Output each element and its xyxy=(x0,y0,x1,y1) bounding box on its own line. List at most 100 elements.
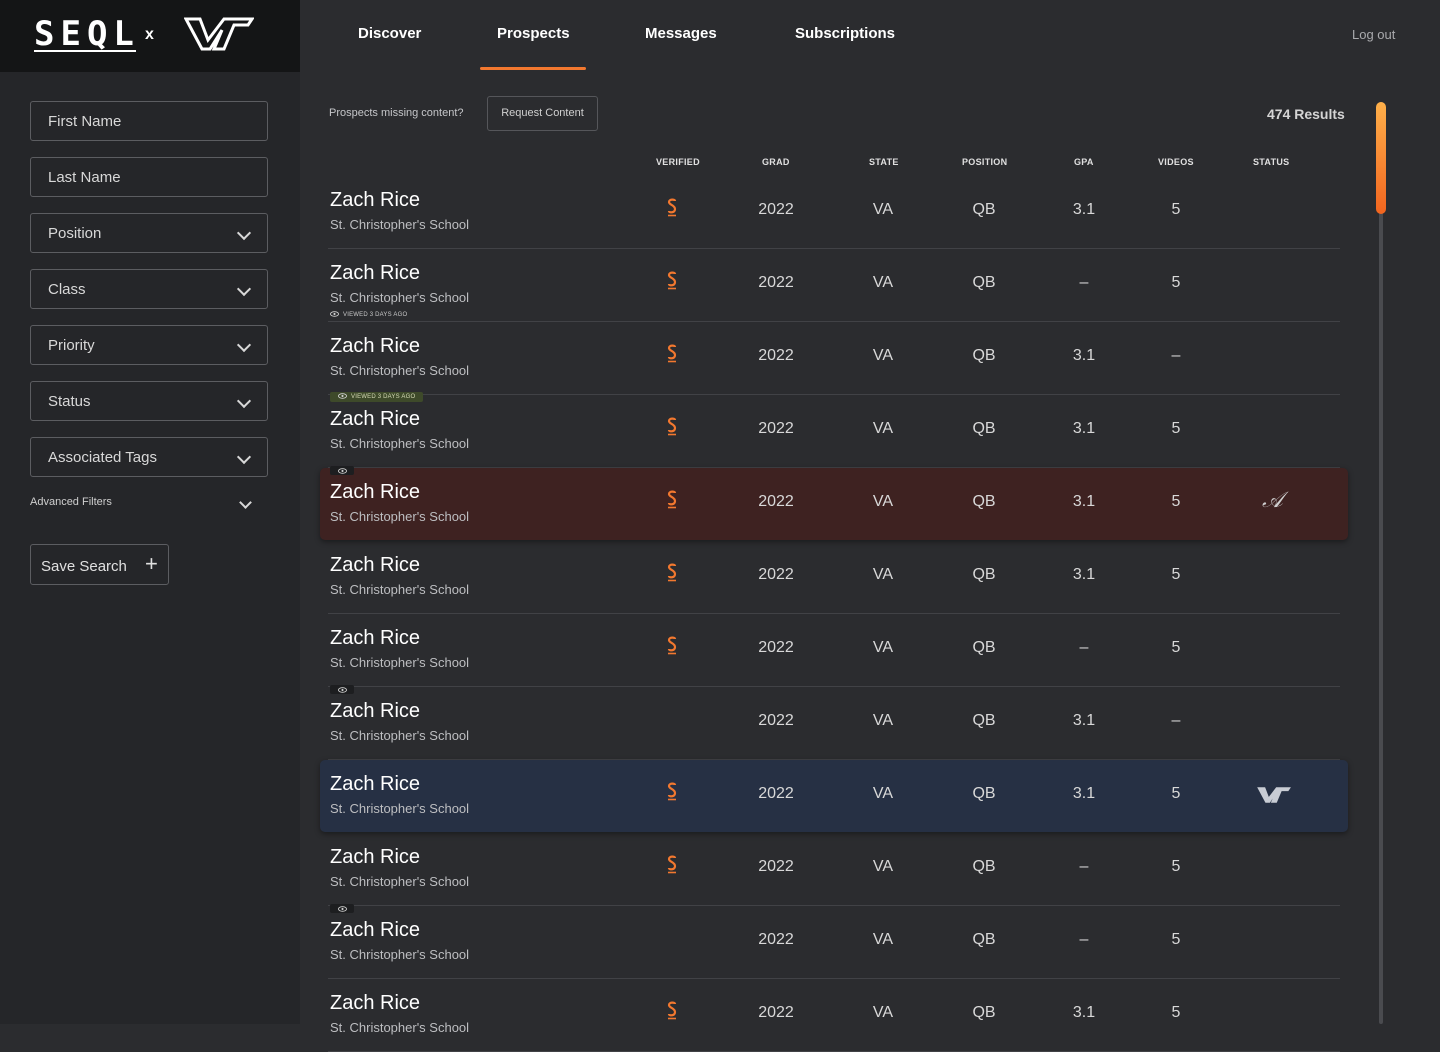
col-header-status[interactable]: STATUS xyxy=(1253,157,1290,167)
priority-dropdown[interactable]: Priority xyxy=(30,325,268,365)
state-cell: VA xyxy=(872,201,894,218)
table-row[interactable]: Zach Rice St. Christopher's School 2022 VA Q… xyxy=(320,833,1348,906)
prospect-name[interactable]: Zach Rice xyxy=(330,992,421,1014)
table-row[interactable]: VIEWED 3 DAYS AGO Zach Rice St. Christophe… xyxy=(320,392,1348,468)
table-row[interactable]: Zach Rice St. Christopher's School 2022 VA Q… xyxy=(320,760,1348,832)
tab-prospects[interactable]: Prospects xyxy=(497,25,570,42)
logout-link[interactable]: Log out xyxy=(1352,27,1396,42)
associated-tags-dropdown[interactable]: Associated Tags xyxy=(30,437,268,477)
prospect-name[interactable]: Zach Rice xyxy=(330,335,421,357)
prospect-name[interactable]: Zach Rice xyxy=(330,189,421,211)
active-tab-indicator xyxy=(480,67,586,70)
table-row[interactable]: Zach Rice St. Christopher's School 2022 VA Q… xyxy=(320,176,1348,249)
table-row[interactable]: Zach Rice St. Christopher's School 2022 VA Q… xyxy=(320,466,1348,540)
tab-messages[interactable]: Messages xyxy=(645,25,717,42)
request-content-button[interactable]: Request Content xyxy=(487,96,598,131)
tab-subscriptions[interactable]: Subscriptions xyxy=(795,25,896,42)
prospect-school: St. Christopher's School xyxy=(330,728,470,743)
eye-icon xyxy=(338,393,347,401)
chevron-down-icon xyxy=(236,393,252,409)
scrollbar-thumb[interactable] xyxy=(1376,102,1386,214)
verified-seql-icon xyxy=(667,271,677,290)
col-header-grad[interactable]: GRAD xyxy=(762,157,790,167)
save-search-label: Save Search xyxy=(41,558,127,575)
gpa-cell: 3.1 xyxy=(1072,420,1096,437)
row-divider xyxy=(328,613,1340,614)
gpa-cell: 3.1 xyxy=(1072,1004,1096,1021)
grad-cell: 2022 xyxy=(758,931,794,948)
first-name-field[interactable] xyxy=(30,101,268,141)
prospect-name[interactable]: Zach Rice xyxy=(330,408,421,430)
state-cell: VA xyxy=(872,785,894,802)
col-header-verified[interactable]: VERIFIED xyxy=(656,157,700,167)
prospect-name[interactable]: Zach Rice xyxy=(330,846,421,868)
chevron-down-icon xyxy=(236,281,252,297)
chevron-down-icon[interactable] xyxy=(239,496,252,509)
class-dropdown[interactable]: Class xyxy=(30,269,268,309)
prospect-name[interactable]: Zach Rice xyxy=(330,919,421,941)
verified-seql-icon xyxy=(667,198,677,217)
grad-cell: 2022 xyxy=(758,420,794,437)
col-header-position[interactable]: POSITION xyxy=(962,157,1008,167)
position-cell: QB xyxy=(972,566,996,583)
prospect-school: St. Christopher's School xyxy=(330,290,470,305)
state-cell: VA xyxy=(872,566,894,583)
position-cell: QB xyxy=(972,785,996,802)
save-search-button[interactable]: Save Search + xyxy=(30,544,169,585)
prospect-name[interactable]: Zach Rice xyxy=(330,262,421,284)
advanced-filters-toggle[interactable]: Advanced Filters xyxy=(30,496,112,508)
gpa-cell: 3.1 xyxy=(1072,347,1096,364)
tab-discover[interactable]: Discover xyxy=(358,25,422,42)
top-bar: SEQL x Discover Prospects Messages Subsc… xyxy=(0,0,1440,72)
grad-cell: 2022 xyxy=(758,858,794,875)
chevron-down-icon xyxy=(236,337,252,353)
videos-cell: 5 xyxy=(1171,639,1181,656)
prospect-name[interactable]: Zach Rice xyxy=(330,627,421,649)
position-dropdown[interactable]: Position xyxy=(30,213,268,253)
table-row[interactable]: Zach Rice St. Christopher's School 2022 VA Q… xyxy=(320,685,1348,760)
chevron-down-icon xyxy=(236,225,252,241)
videos-cell: 5 xyxy=(1171,1004,1181,1021)
videos-cell: 5 xyxy=(1171,274,1181,291)
state-cell: VA xyxy=(872,347,894,364)
table-row[interactable]: Zach Rice St. Christopher's School 2022 VA Q… xyxy=(320,541,1348,614)
chevron-down-icon xyxy=(236,449,252,465)
prospect-name[interactable]: Zach Rice xyxy=(330,554,421,576)
videos-cell: 5 xyxy=(1171,420,1181,437)
viewed-badge: VIEWED 3 DAYS AGO xyxy=(330,392,424,402)
prospect-name[interactable]: Zach Rice xyxy=(330,773,421,795)
verified-seql-icon xyxy=(667,417,677,436)
table-row[interactable]: Zach Rice St. Christopher's School 2022 VA Q… xyxy=(320,979,1348,1052)
table-row[interactable]: Zach Rice St. Christopher's School 2022 VA Q… xyxy=(320,614,1348,687)
col-header-videos[interactable]: VIDEOS xyxy=(1158,157,1194,167)
gpa-cell: 3.1 xyxy=(1072,712,1096,729)
col-header-state[interactable]: STATE xyxy=(869,157,899,167)
position-cell: QB xyxy=(972,858,996,875)
verified-seql-icon xyxy=(667,782,677,801)
grad-cell: 2022 xyxy=(758,493,794,510)
state-cell: VA xyxy=(872,931,894,948)
last-name-field[interactable] xyxy=(30,157,268,197)
row-divider xyxy=(328,467,1340,468)
scrollbar-track[interactable] xyxy=(1379,102,1383,1024)
missing-content-text: Prospects missing content? xyxy=(329,107,464,119)
videos-cell: – xyxy=(1171,347,1181,364)
col-header-gpa[interactable]: GPA xyxy=(1074,157,1094,167)
prospect-name[interactable]: Zach Rice xyxy=(330,481,421,503)
status-dropdown[interactable]: Status xyxy=(30,381,268,421)
table-row[interactable]: Zach Rice St. Christopher's School 2022 VA Q… xyxy=(320,322,1348,395)
prospect-school: St. Christopher's School xyxy=(330,363,470,378)
state-cell: VA xyxy=(872,274,894,291)
videos-cell: – xyxy=(1171,712,1181,729)
position-cell: QB xyxy=(972,420,996,437)
table-row[interactable]: Zach Rice St. Christopher's School 2022 VA Q… xyxy=(320,904,1348,979)
seql-logo[interactable]: SEQL xyxy=(34,14,140,54)
prospect-name[interactable]: Zach Rice xyxy=(330,700,421,722)
grad-cell: 2022 xyxy=(758,201,794,218)
first-name-input[interactable] xyxy=(48,102,248,140)
position-cell: QB xyxy=(972,931,996,948)
last-name-input[interactable] xyxy=(48,158,248,196)
prospect-school: St. Christopher's School xyxy=(330,582,470,597)
grad-cell: 2022 xyxy=(758,712,794,729)
table-row[interactable]: Zach Rice St. Christopher's School VIEWED … xyxy=(320,249,1348,322)
